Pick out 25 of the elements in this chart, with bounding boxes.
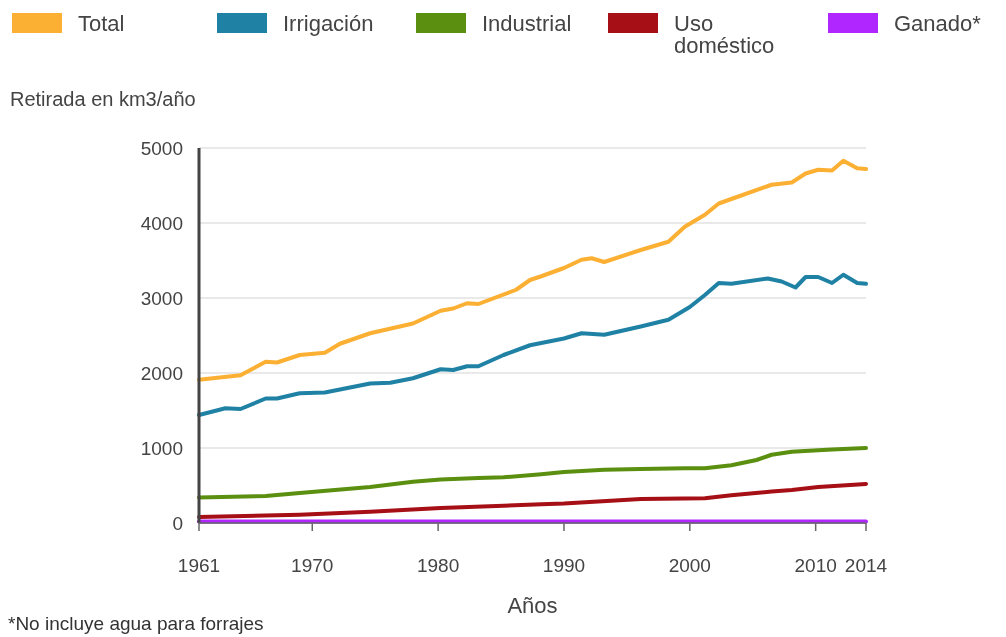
y-axis-title: Retirada en km3/año	[10, 88, 196, 110]
x-tick-label: 1980	[416, 555, 460, 576]
line-series	[197, 158, 868, 382]
y-tick-label: 2000	[140, 363, 183, 384]
line-series	[197, 482, 868, 519]
x-axis-title: Años	[507, 593, 558, 618]
x-tick-label: 1970	[291, 555, 334, 576]
legend-label: Uso doméstico	[674, 11, 775, 58]
y-tick-label: 5000	[140, 138, 183, 159]
y-tick-label: 0	[172, 513, 183, 534]
y-tick-label: 4000	[140, 213, 183, 234]
legend-label: Ganado*	[894, 11, 982, 36]
legend-label: Irrigación	[283, 11, 374, 36]
text: *No incluye agua para forrajes	[8, 613, 264, 634]
legend-label: Industrial	[482, 11, 572, 36]
line-series	[197, 446, 868, 500]
y-tick-label: 3000	[140, 288, 183, 309]
x-tick-label: 1961	[177, 555, 221, 576]
x-tick-label: 2014	[844, 555, 888, 576]
x-tick-label: 2010	[794, 555, 837, 576]
x-tick-label: 2000	[668, 555, 711, 576]
x-tick-label: 1990	[542, 555, 586, 576]
line-series	[197, 272, 868, 417]
legend-label: Total	[78, 11, 125, 36]
y-tick-label: 1000	[140, 438, 183, 459]
